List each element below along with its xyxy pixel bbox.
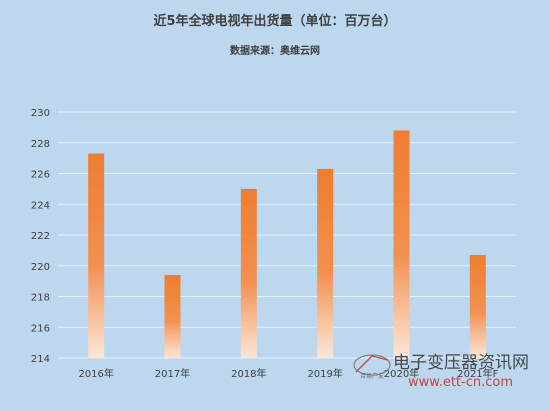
y-tick-label: 220 xyxy=(31,262,50,273)
x-category-label: 2016年 xyxy=(78,367,113,380)
watermark-small-text: 百易产友 xyxy=(360,372,384,380)
watermark-logo-icon xyxy=(353,354,391,376)
x-category-label: 2021年F xyxy=(457,367,498,380)
y-axis-ticks: 214 216 218 220 222 224 226 228 230 xyxy=(31,108,50,365)
bar xyxy=(317,168,334,358)
chart-subtitle: 数据来源：奥维云网 xyxy=(230,44,320,57)
bar xyxy=(393,130,410,358)
bar xyxy=(240,188,257,358)
x-category-label: 2017年 xyxy=(155,367,190,380)
x-category-label: 2019年 xyxy=(307,367,342,380)
gridlines xyxy=(58,111,516,359)
y-tick-label: 226 xyxy=(31,170,50,181)
x-category-label: 2018年 xyxy=(231,367,266,380)
y-tick-label: 216 xyxy=(31,323,50,334)
y-tick-label: 228 xyxy=(31,139,50,150)
y-tick-label: 230 xyxy=(31,108,50,119)
watermark: 百易产友 电子变压器资讯网 www.ett-cn.com xyxy=(353,353,529,390)
chart-title: 近5年全球电视年出货量（单位：百万台） xyxy=(153,13,396,29)
x-category-label: 2020年 xyxy=(384,367,419,380)
bars xyxy=(88,130,486,358)
bar xyxy=(469,254,486,358)
watermark-url: www.ett-cn.com xyxy=(408,375,513,390)
watermark-text: 电子变压器资讯网 xyxy=(393,353,529,373)
y-tick-label: 214 xyxy=(31,354,50,365)
y-tick-label: 224 xyxy=(31,200,50,211)
x-axis-categories: 2016年 2017年 2018年 2019年 2020年 2021年F xyxy=(78,367,498,380)
bar xyxy=(164,274,181,358)
bar xyxy=(88,153,105,358)
y-tick-label: 218 xyxy=(31,293,50,304)
y-tick-label: 222 xyxy=(31,231,50,242)
